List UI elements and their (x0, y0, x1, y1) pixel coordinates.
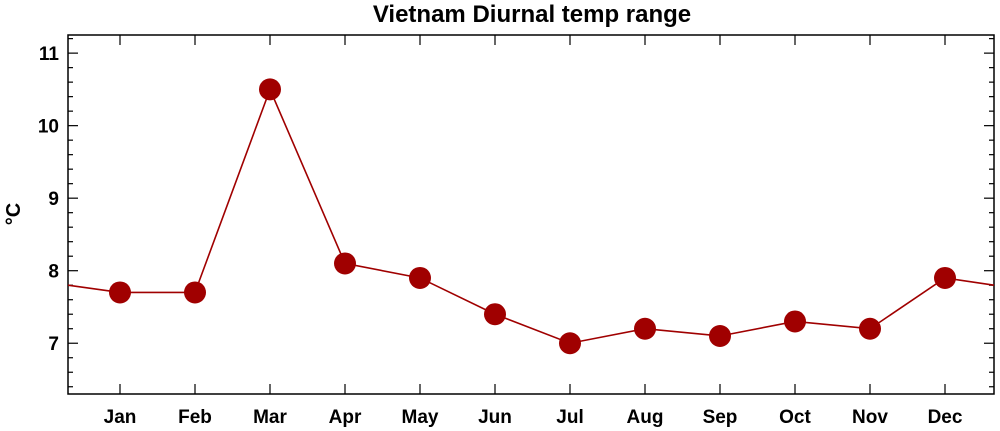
data-point-mar (259, 78, 281, 101)
y-axis-label: °C (3, 203, 25, 225)
data-point-apr (334, 252, 356, 275)
data-point-jul (559, 332, 581, 355)
x-tick-label: Mar (253, 407, 287, 428)
y-tick-label: 10 (38, 117, 59, 138)
x-tick-label: Jun (478, 407, 512, 428)
x-tick-label: Feb (178, 407, 212, 428)
x-tick-label: Oct (779, 407, 811, 428)
data-point-jan (109, 281, 131, 304)
data-point-aug (634, 317, 656, 340)
x-tick-label: May (402, 407, 439, 428)
data-point-jun (484, 303, 506, 326)
x-axis-ticks: Jan Feb Mar Apr May Jun Jul Aug Sep Oct Nov Dec (104, 35, 963, 428)
x-tick-label: Jan (104, 407, 137, 428)
plot-frame (67, 34, 995, 395)
data-point-may (409, 266, 431, 289)
x-tick-label: Sep (703, 407, 738, 428)
x-tick-label: Nov (852, 407, 888, 428)
y-tick-label: 11 (39, 44, 60, 65)
y-tick-label: 8 (48, 262, 59, 283)
y-tick-label: 9 (48, 189, 59, 210)
data-point-nov (859, 317, 881, 340)
x-tick-label: Dec (928, 407, 963, 428)
series-line (67, 87, 995, 345)
data-point-feb (184, 281, 206, 304)
x-tick-label: Jul (556, 407, 583, 428)
x-tick-label: Apr (329, 407, 362, 428)
data-point-dec (934, 266, 956, 289)
y-tick-label: 7 (48, 334, 59, 355)
series-layer (67, 78, 995, 355)
chart-title: Vietnam Diurnal temp range (373, 1, 691, 28)
x-tick-label: Aug (627, 407, 664, 428)
y-axis-ticks: 7 8 9 10 11 (38, 38, 994, 388)
data-point-sep (709, 324, 731, 347)
data-point-oct (784, 310, 806, 333)
